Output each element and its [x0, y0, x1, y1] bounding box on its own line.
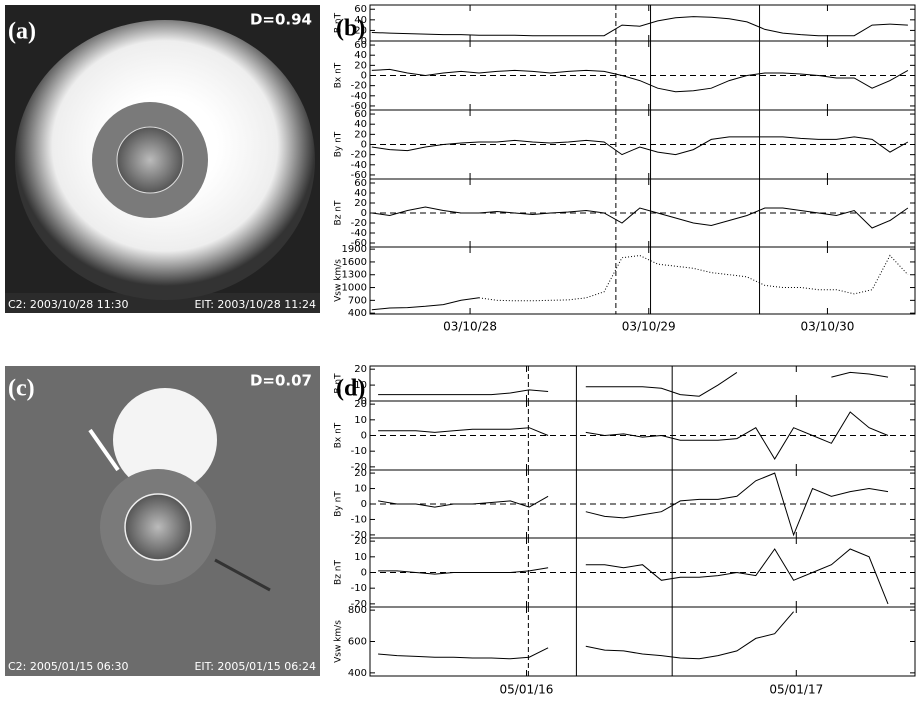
- series-line: [371, 68, 909, 93]
- y-tick-label: 20: [354, 468, 367, 479]
- x-tick-label: 03/10/29: [622, 320, 676, 334]
- y-tick-label: 10: [354, 552, 367, 563]
- y-tick-label: 0: [361, 568, 367, 579]
- y-tick-label: 600: [348, 637, 367, 648]
- y-tick-label: 40: [354, 119, 367, 130]
- metric: D=0.94: [250, 11, 312, 29]
- y-axis-label: B nT: [334, 12, 344, 33]
- y-tick-label: 400: [348, 668, 367, 679]
- y-tick-label: 60: [354, 4, 367, 15]
- x-tick-label: 03/10/28: [443, 320, 497, 334]
- y-tick-label: 20: [354, 399, 367, 410]
- y-tick-label: -20: [351, 530, 367, 541]
- coronagraph-image-a: (a) D=0.94 C2: 2003/10/28 11:30 EIT: 200…: [5, 5, 320, 313]
- y-tick-label: 0: [361, 140, 367, 151]
- y-tick-label: -20: [351, 599, 367, 610]
- y-axis-label: B nT: [334, 373, 344, 394]
- y-tick-label: 0: [361, 396, 367, 407]
- panel-label: (a): [8, 19, 36, 45]
- y-tick-label: -40: [351, 91, 367, 102]
- plot-frame: [369, 606, 916, 677]
- y-tick-label: 0: [361, 208, 367, 219]
- x-tick-label: 03/10/30: [800, 320, 854, 334]
- y-tick-label: -40: [351, 228, 367, 239]
- y-tick-label: -10: [351, 514, 367, 525]
- y-axis-label: Vsw km/s: [334, 259, 344, 302]
- y-axis-label: By nT: [334, 131, 344, 157]
- caption: EIT: 2003/10/28 11:24: [194, 298, 316, 311]
- series-line: [378, 548, 889, 605]
- y-tick-label: -40: [351, 160, 367, 171]
- y-tick-label: 60: [354, 178, 367, 189]
- y-axis-label: Bx nT: [334, 422, 344, 448]
- y-tick-label: 1600: [342, 257, 367, 268]
- y-tick-label: 1300: [342, 270, 367, 281]
- x-tick-label: 05/01/17: [769, 683, 823, 697]
- series-line: [478, 254, 909, 302]
- y-axis-label: Bx nT: [334, 62, 344, 88]
- y-axis-label: Bz nT: [334, 560, 344, 585]
- y-tick-label: 60: [354, 109, 367, 120]
- panel-label: (d): [336, 376, 365, 402]
- y-tick-label: 20: [354, 364, 367, 375]
- y-tick-label: -60: [351, 101, 367, 112]
- y-tick-label: 10: [354, 415, 367, 426]
- y-tick-label: -20: [351, 218, 367, 229]
- y-tick-label: -20: [351, 150, 367, 161]
- plot-frame: [369, 246, 916, 315]
- y-tick-label: 0: [361, 499, 367, 510]
- y-tick-label: -20: [351, 462, 367, 473]
- y-tick-label: -60: [351, 238, 367, 249]
- panel-label: (c): [8, 376, 35, 402]
- y-axis-label: By nT: [334, 491, 344, 517]
- y-tick-label: 1900: [342, 244, 367, 255]
- y-tick-label: -20: [351, 81, 367, 92]
- series-line: [371, 136, 909, 156]
- y-tick-label: 40: [354, 188, 367, 199]
- y-tick-label: 1000: [342, 283, 367, 294]
- metric: D=0.07: [250, 372, 312, 390]
- caption: C2: 2003/10/28 11:30: [8, 298, 128, 311]
- y-axis-label: Vsw km/s: [334, 620, 344, 663]
- y-tick-label: 0: [361, 71, 367, 82]
- y-tick-label: 700: [348, 295, 367, 306]
- y-tick-label: 60: [354, 40, 367, 51]
- series-line: [378, 371, 889, 397]
- series-line: [371, 206, 909, 229]
- y-tick-label: 10: [354, 484, 367, 495]
- y-tick-label: 40: [354, 50, 367, 61]
- y-tick-label: 40: [354, 15, 367, 26]
- y-tick-label: 20: [354, 536, 367, 547]
- y-axis-label: Bz nT: [334, 200, 344, 225]
- x-tick-label: 05/01/16: [500, 683, 554, 697]
- series-line: [371, 16, 908, 37]
- coronagraph-image-c: (c) D=0.07 C2: 2005/01/15 06:30 EIT: 200…: [5, 366, 320, 676]
- y-tick-label: 800: [348, 605, 367, 616]
- caption: C2: 2005/01/15 06:30: [8, 660, 128, 673]
- y-tick-label: 400: [348, 308, 367, 319]
- plot-frame: [369, 365, 916, 402]
- series-line: [378, 472, 889, 537]
- y-tick-label: 0: [361, 431, 367, 442]
- y-tick-label: 20: [354, 129, 367, 140]
- y-tick-label: -10: [351, 446, 367, 457]
- series-line: [371, 297, 480, 311]
- y-tick-label: -10: [351, 583, 367, 594]
- y-tick-label: 20: [354, 60, 367, 71]
- y-tick-label: 0: [361, 36, 367, 47]
- y-tick-label: 20: [354, 25, 367, 36]
- series-line: [378, 411, 889, 460]
- series-line: [378, 611, 794, 660]
- y-tick-label: 10: [354, 380, 367, 391]
- caption: EIT: 2005/01/15 06:24: [194, 660, 316, 673]
- y-tick-label: -60: [351, 170, 367, 181]
- panel-label: (b): [336, 16, 365, 42]
- y-tick-label: 20: [354, 198, 367, 209]
